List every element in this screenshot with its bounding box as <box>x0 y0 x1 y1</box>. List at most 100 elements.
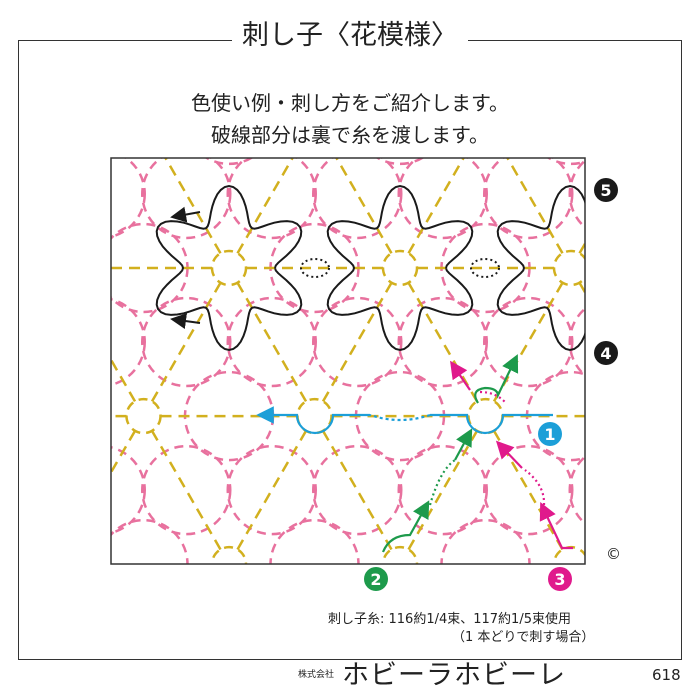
green-arrow <box>474 354 519 404</box>
black-flower-outline <box>496 184 585 352</box>
stitch-paths <box>155 184 585 553</box>
pink-dashed-circle <box>397 158 488 240</box>
yellow-center-circle <box>125 397 162 435</box>
page-number: 618 <box>652 666 681 684</box>
copyright-mark: © <box>606 545 621 563</box>
maker-prefix: 株式会社 <box>298 670 335 680</box>
pink-dashed-circle <box>546 158 585 166</box>
maker-logo: ホビーラホビーレ <box>342 660 566 691</box>
thread-note-2: （1 本どりで刺す場合） <box>452 630 595 645</box>
pink-dashed-circle <box>568 159 585 229</box>
yellow-center-circle <box>640 399 674 433</box>
yellow-spoke <box>441 158 465 195</box>
yellow-center-circle <box>298 103 332 137</box>
blue-stitch-line <box>430 413 553 435</box>
yellow-center-circle <box>381 249 419 287</box>
pink-dashed-circle <box>204 158 254 166</box>
green-arrow <box>454 428 473 461</box>
black-flower-outline <box>326 184 474 352</box>
svg-text:4: 4 <box>600 344 611 363</box>
pink-dashed-circle <box>568 307 585 377</box>
black-arrow <box>170 206 201 223</box>
blue-dotted-line <box>369 413 431 422</box>
yellow-spoke <box>270 341 308 402</box>
yellow-center-circle <box>552 249 585 287</box>
black-dotted-crossover <box>470 258 500 278</box>
magenta-arrow <box>495 440 523 469</box>
yellow-spoke <box>335 158 359 195</box>
yellow-spoke <box>321 341 359 402</box>
page-title-wrap: 刺し子〈花模様〉 <box>0 20 700 52</box>
pink-dashed-circle <box>226 158 317 240</box>
yellow-spoke <box>527 282 564 343</box>
yellow-spoke <box>111 430 137 475</box>
yellow-spoke <box>270 158 294 195</box>
pink-dashed-circle <box>111 158 146 239</box>
pink-dashed-circle <box>111 297 146 387</box>
yellow-spoke <box>236 282 273 343</box>
intro-line-1: 色使い例・刺し方をご紹介します。 <box>191 91 509 115</box>
green-arrow <box>381 500 430 553</box>
yellow-spoke <box>356 282 393 343</box>
yellow-center-circle <box>127 103 161 137</box>
yellow-center-circle <box>469 103 503 137</box>
yellow-spoke <box>441 341 479 402</box>
yellow-spoke <box>356 489 393 551</box>
yellow-spoke <box>150 341 188 402</box>
pink-dashed-circle <box>312 444 403 536</box>
yellow-spoke <box>492 430 530 491</box>
yellow-spoke <box>236 193 273 254</box>
pink-dashed-circle <box>483 444 574 536</box>
yellow-spoke <box>164 158 188 195</box>
intro-line-2: 破線部分は裏で糸を渡します。 <box>211 123 489 147</box>
yellow-spoke <box>236 489 273 551</box>
pink-dashed-circle <box>141 296 232 388</box>
step-badge-2: 2 <box>364 567 388 591</box>
yellow-spoke <box>321 430 359 491</box>
yellow-spoke <box>185 489 222 551</box>
yellow-center-circle <box>41 547 75 581</box>
pink-dashed-circle <box>226 444 317 536</box>
yellow-center-circle <box>210 249 248 287</box>
pink-dashed-circle <box>312 296 403 388</box>
svg-text:3: 3 <box>554 570 565 589</box>
svg-text:5: 5 <box>600 181 611 200</box>
yellow-spoke <box>185 282 222 343</box>
diagram-border <box>110 157 586 565</box>
step-badge-5: 5 <box>594 178 618 202</box>
pink-dashed-circle <box>483 158 574 240</box>
step-badge-1: 1 <box>538 422 562 446</box>
svg-text:2: 2 <box>370 570 381 589</box>
pink-dashed-circle <box>568 455 585 526</box>
yellow-center-circle <box>41 251 75 285</box>
yellow-spoke <box>111 357 137 402</box>
pink-dashed-circle <box>397 296 488 388</box>
magenta-dotted-line <box>479 390 506 403</box>
green-dotted-line <box>428 459 456 506</box>
yellow-center-circle <box>640 103 674 137</box>
black-arrow <box>170 313 201 330</box>
pink-dashed-circle <box>141 444 232 536</box>
black-dotted-crossover <box>300 258 330 278</box>
yellow-spoke <box>356 193 393 254</box>
pink-dashed-circle <box>312 158 403 240</box>
yellow-center-circle <box>210 545 248 564</box>
yellow-spoke <box>150 430 188 491</box>
step-badge-4: 4 <box>594 341 618 365</box>
step-badge-3: 3 <box>548 567 572 591</box>
yellow-spoke <box>506 158 530 195</box>
yellow-spoke <box>185 193 222 254</box>
pink-dashed-circle <box>141 158 232 240</box>
yellow-spoke <box>407 193 444 254</box>
thread-note: 刺し子糸: 116約1/4束、117約1/5束使用 <box>328 612 571 627</box>
svg-text:1: 1 <box>544 425 555 444</box>
magenta-arrow <box>539 502 573 550</box>
yellow-spoke <box>407 489 444 551</box>
magenta-arrow <box>450 360 471 391</box>
pink-dashed-circle <box>375 158 425 166</box>
pink-dashed-circle <box>111 446 146 535</box>
yellow-spoke <box>270 430 308 491</box>
pink-dashed-circle <box>397 444 488 536</box>
black-flower-outline <box>155 184 303 352</box>
